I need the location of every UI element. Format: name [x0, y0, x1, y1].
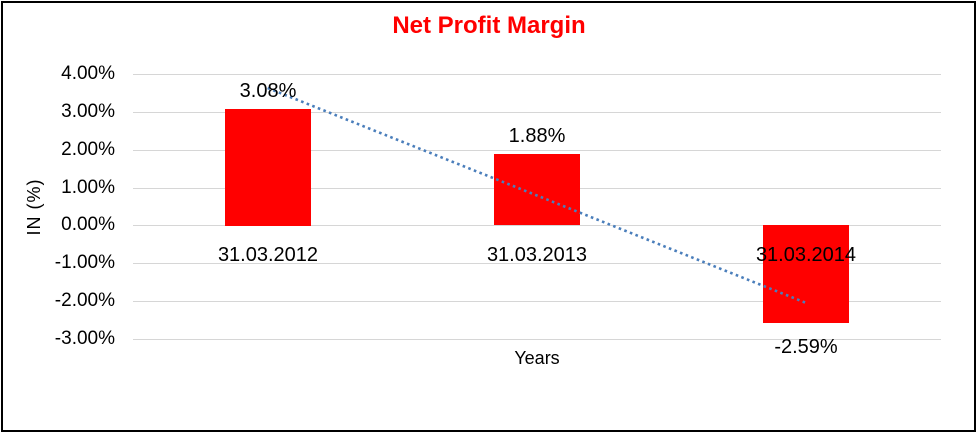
- bar: [494, 154, 580, 225]
- y-axis-tick-label: -2.00%: [54, 290, 115, 311]
- bar-data-label: -2.59%: [774, 336, 838, 358]
- bar-data-label: 3.08%: [239, 80, 297, 102]
- trendline: [267, 86, 807, 305]
- x-category-label: 31.03.2013: [486, 244, 588, 266]
- gridline: [133, 263, 941, 264]
- gridline: [133, 74, 941, 75]
- y-axis-tick-label: 3.00%: [61, 101, 115, 122]
- y-axis-tick-label: 1.00%: [61, 177, 115, 198]
- bar: [225, 109, 311, 226]
- gridline: [133, 150, 941, 151]
- gridline: [133, 301, 941, 302]
- chart-title: Net Profit Margin: [392, 12, 586, 39]
- gridline: [133, 339, 941, 340]
- bar-data-label: 1.88%: [508, 125, 566, 147]
- x-category-label: 31.03.2014: [755, 244, 857, 266]
- x-axis-title: Years: [514, 348, 560, 368]
- gridline: [133, 225, 941, 226]
- bar: [763, 225, 849, 323]
- y-axis-tick-label: 4.00%: [61, 63, 115, 84]
- y-axis-tick-label: 2.00%: [61, 139, 115, 160]
- y-axis-tick-label: -3.00%: [54, 328, 115, 349]
- gridline: [133, 112, 941, 113]
- y-axis-tick-label: 0.00%: [61, 214, 115, 235]
- plot-area: 3.08% 31.03.2012 1.88% 31.03.2013 -2.59% 31.0…: [133, 74, 941, 358]
- y-axis-tick-label: -1.00%: [54, 252, 115, 273]
- x-category-label: 31.03.2012: [217, 244, 319, 266]
